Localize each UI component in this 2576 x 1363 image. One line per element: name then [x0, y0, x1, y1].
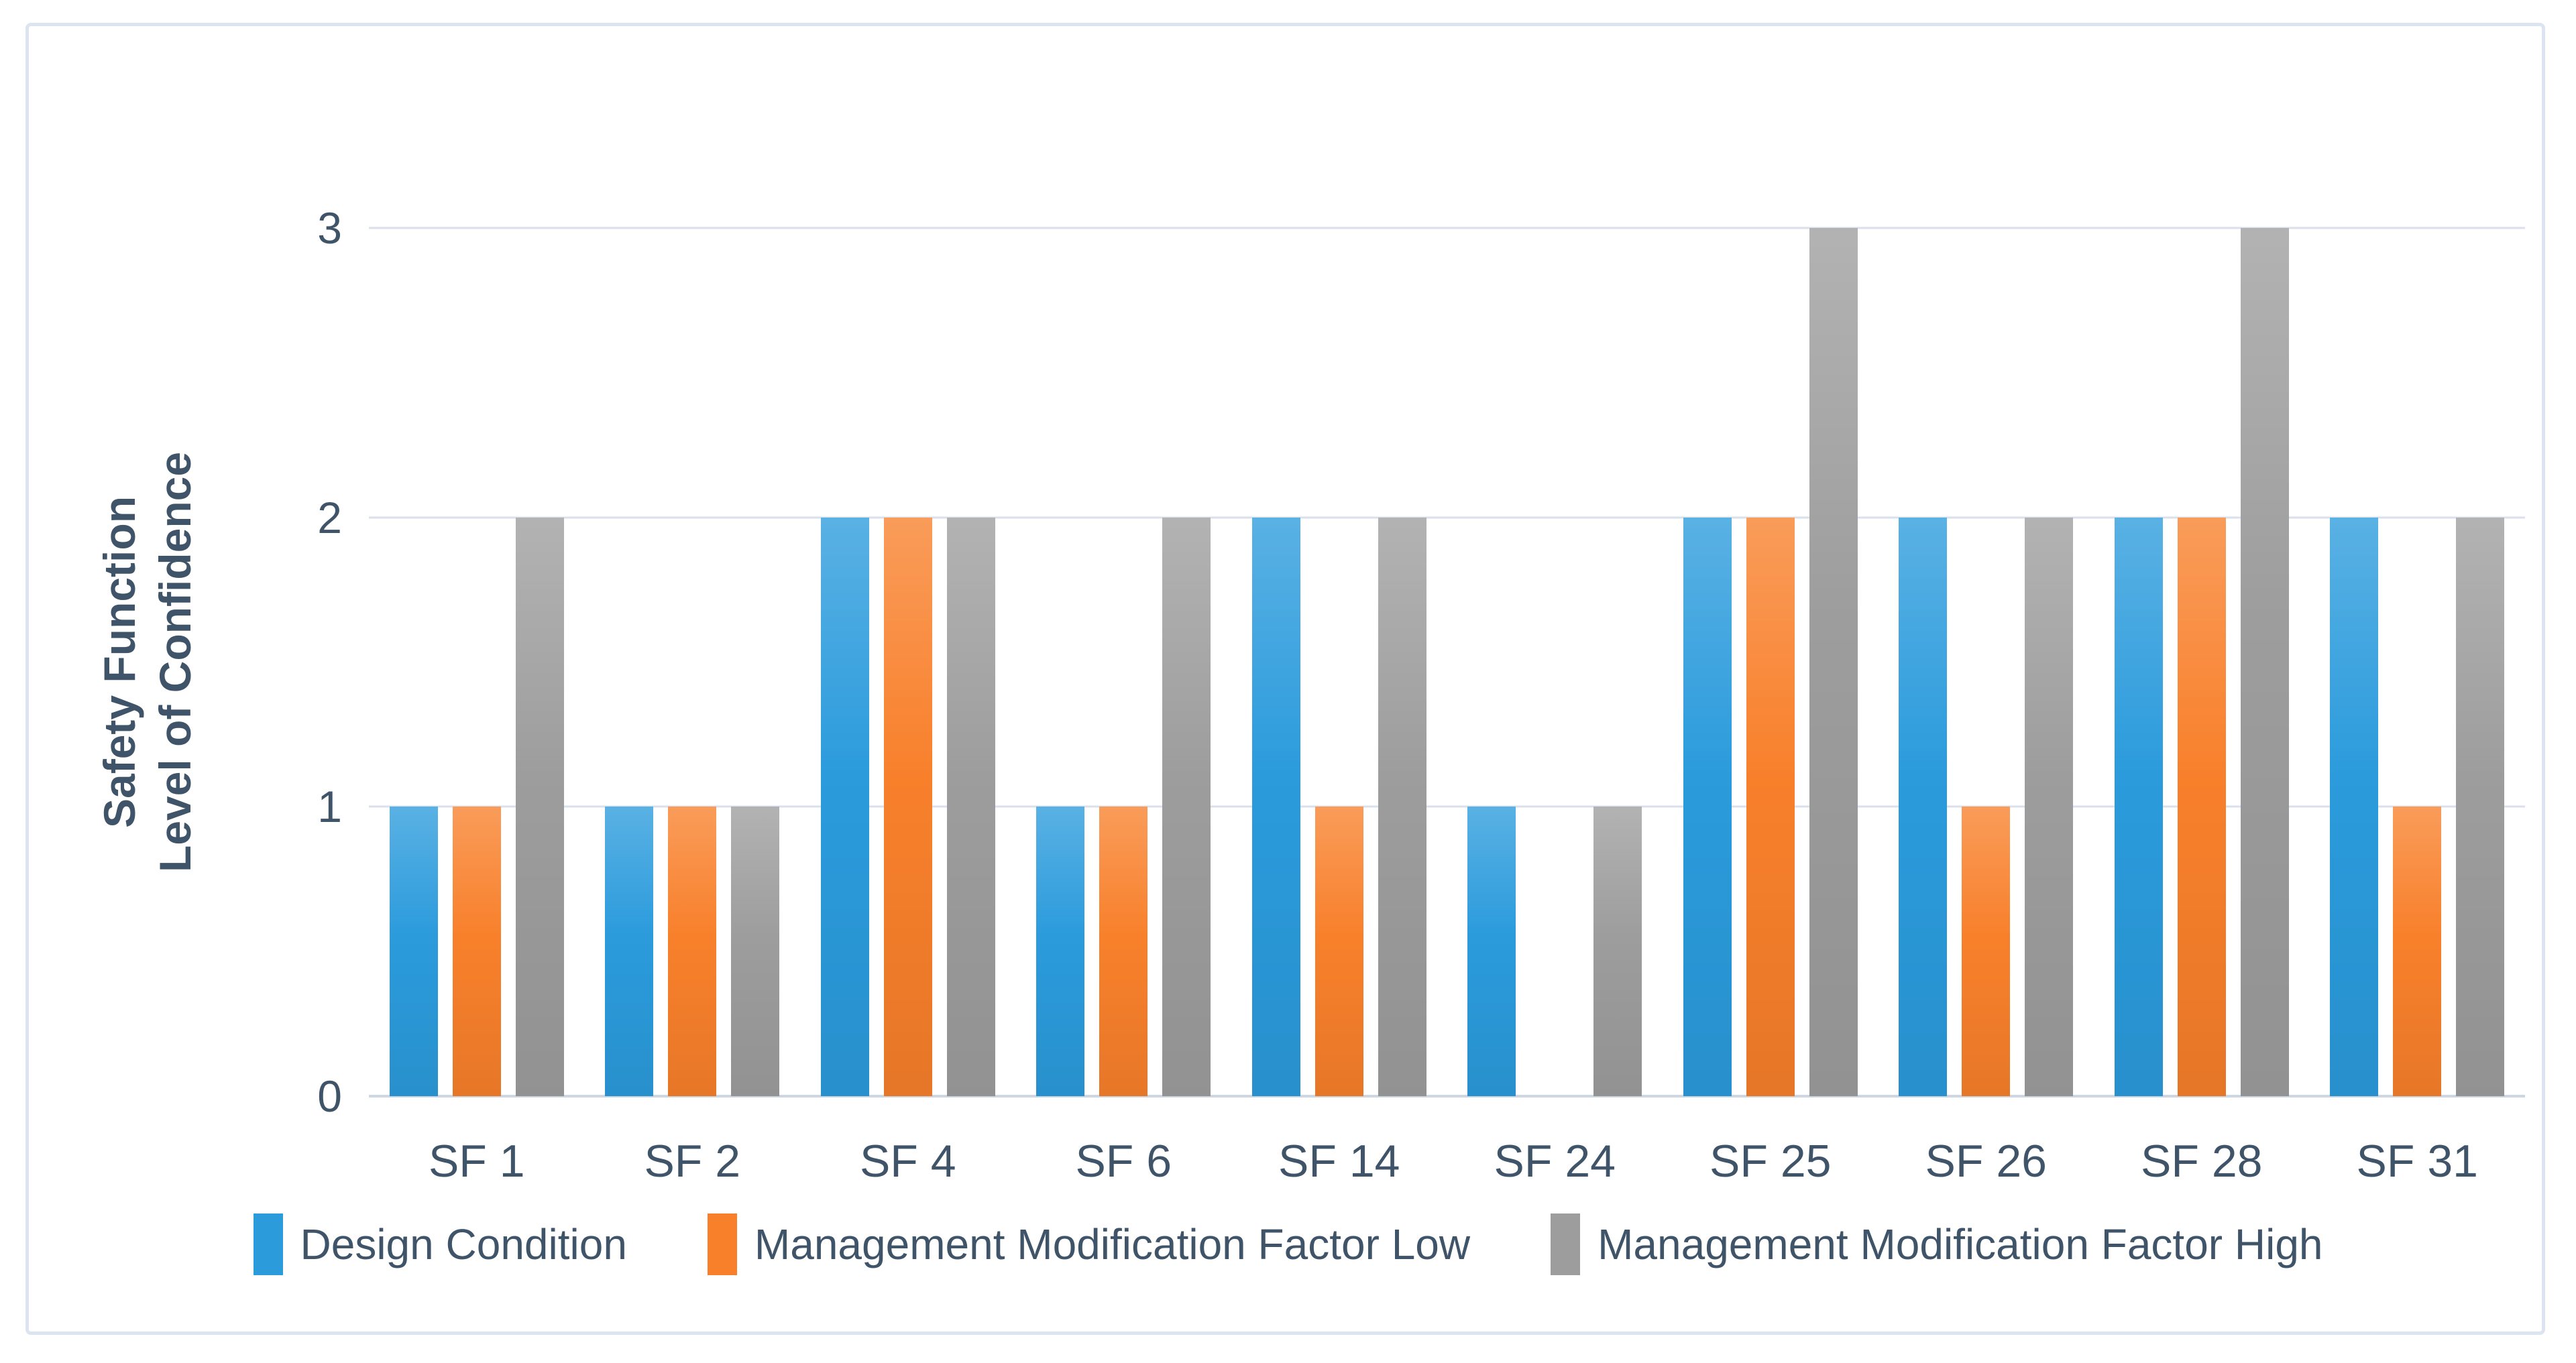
x-tick-label-sf-2: SF 2	[644, 1136, 741, 1187]
bar-sf-24-design-condition	[1467, 807, 1516, 1096]
group-sf-26: SF 26	[1879, 228, 2094, 1187]
legend: Design Condition Management Modification …	[67, 1213, 2509, 1275]
y-axis-title: Safety Function Level of Confidence	[40, 228, 255, 1096]
bars-sf-1	[369, 228, 585, 1096]
x-tick-label-sf-6: SF 6	[1075, 1136, 1172, 1187]
x-tick-label-sf-26: SF 26	[1925, 1136, 2047, 1187]
gridline-y-3	[369, 227, 2525, 229]
y-axis-title-line1: Safety Function	[95, 495, 145, 829]
bar-sf-25-design-condition	[1683, 517, 1732, 1096]
group-sf-2: SF 2	[585, 228, 801, 1187]
x-tick-label-sf-14: SF 14	[1278, 1136, 1400, 1187]
y-tick-label-3: 3	[317, 203, 342, 253]
bars-sf-2	[585, 228, 801, 1096]
bars-sf-14	[1231, 228, 1447, 1096]
legend-swatch-management-modification-factor-low	[707, 1213, 737, 1275]
bar-sf-24-management-modification-factor-high	[1593, 807, 1642, 1096]
bar-sf-14-management-modification-factor-high	[1378, 517, 1426, 1096]
y-tick-label-0: 0	[317, 1071, 342, 1121]
bars-sf-28	[2094, 228, 2310, 1096]
legend-swatch-design-condition	[253, 1213, 283, 1275]
legend-item-design-condition: Design Condition	[253, 1213, 627, 1275]
bar-sf-1-management-modification-factor-low	[452, 807, 501, 1096]
legend-item-management-modification-factor-low: Management Modification Factor Low	[707, 1213, 1471, 1275]
gridline-y-0	[369, 1095, 2525, 1098]
y-tick-label-1: 1	[317, 782, 342, 832]
bar-sf-1-design-condition	[389, 807, 438, 1096]
x-tick-label-sf-4: SF 4	[859, 1136, 956, 1187]
bar-sf-14-design-condition	[1251, 517, 1300, 1096]
bar-sf-14-management-modification-factor-low	[1314, 807, 1363, 1096]
bar-sf-6-design-condition	[1036, 807, 1085, 1096]
bar-sf-31-design-condition	[2330, 517, 2379, 1096]
bar-sf-2-design-condition	[605, 807, 654, 1096]
bar-sf-26-management-modification-factor-low	[1962, 807, 2011, 1096]
y-tick-label-2: 2	[317, 492, 342, 542]
y-axis-title-line2: Level of Confidence	[150, 451, 201, 873]
bar-sf-26-design-condition	[1899, 517, 1948, 1096]
bar-sf-4-management-modification-factor-low	[883, 517, 932, 1096]
y-axis-tick-labels: 0 1 2 3	[241, 206, 342, 1118]
group-sf-28: SF 28	[2094, 228, 2310, 1187]
bar-sf-4-design-condition	[820, 517, 869, 1096]
bar-sf-6-management-modification-factor-low	[1099, 807, 1148, 1096]
x-tick-label-sf-28: SF 28	[2141, 1136, 2263, 1187]
bar-sf-2-management-modification-factor-low	[668, 807, 717, 1096]
x-tick-label-sf-25: SF 25	[1710, 1136, 1832, 1187]
x-tick-label-sf-24: SF 24	[1494, 1136, 1616, 1187]
plot-area: SF 1 SF 2 SF 4 SF 6 SF 14 SF 24 SF 25 SF 26 SF 2…	[369, 227, 2526, 1187]
bar-sf-31-management-modification-factor-low	[2393, 807, 2442, 1096]
bars-sf-24	[1447, 228, 1663, 1096]
bar-sf-28-management-modification-factor-high	[2240, 228, 2289, 1096]
bar-sf-4-management-modification-factor-high	[946, 517, 995, 1096]
bar-sf-25-management-modification-factor-high	[1809, 228, 1858, 1096]
group-sf-24: SF 24	[1447, 228, 1663, 1187]
gridline-y-2	[369, 516, 2525, 519]
legend-label-management-modification-factor-low: Management Modification Factor Low	[754, 1220, 1471, 1268]
bar-sf-28-design-condition	[2114, 517, 2163, 1096]
legend-label-design-condition: Design Condition	[300, 1220, 627, 1268]
bar-sf-31-management-modification-factor-high	[2456, 517, 2505, 1096]
bar-sf-1-management-modification-factor-high	[515, 517, 564, 1096]
gridline-y-1	[369, 805, 2525, 808]
bar-sf-28-management-modification-factor-low	[2177, 517, 2226, 1096]
bars-sf-25	[1663, 228, 1879, 1096]
group-sf-31: SF 31	[2310, 228, 2526, 1187]
legend-item-management-modification-factor-high: Management Modification Factor High	[1551, 1213, 2323, 1275]
group-sf-25: SF 25	[1663, 228, 1879, 1187]
bar-sf-26-management-modification-factor-high	[2025, 517, 2074, 1096]
legend-label-management-modification-factor-high: Management Modification Factor High	[1598, 1220, 2323, 1268]
legend-swatch-management-modification-factor-high	[1551, 1213, 1581, 1275]
bar-sf-25-management-modification-factor-low	[1746, 517, 1795, 1096]
bars-sf-6	[1016, 228, 1232, 1096]
group-sf-14: SF 14	[1231, 228, 1447, 1187]
group-sf-6: SF 6	[1016, 228, 1232, 1187]
bar-sf-6-management-modification-factor-high	[1162, 517, 1211, 1096]
bars-sf-26	[1879, 228, 2094, 1096]
x-tick-label-sf-31: SF 31	[2356, 1136, 2478, 1187]
bars-sf-4	[800, 228, 1016, 1096]
bar-sf-2-management-modification-factor-high	[731, 807, 780, 1096]
group-sf-1: SF 1	[369, 228, 585, 1187]
bars-sf-31	[2310, 228, 2526, 1096]
group-sf-4: SF 4	[800, 228, 1016, 1187]
bar-groups: SF 1 SF 2 SF 4 SF 6 SF 14 SF 24 SF 25 SF 26 SF 2…	[369, 228, 2526, 1187]
x-tick-label-sf-1: SF 1	[428, 1136, 525, 1187]
